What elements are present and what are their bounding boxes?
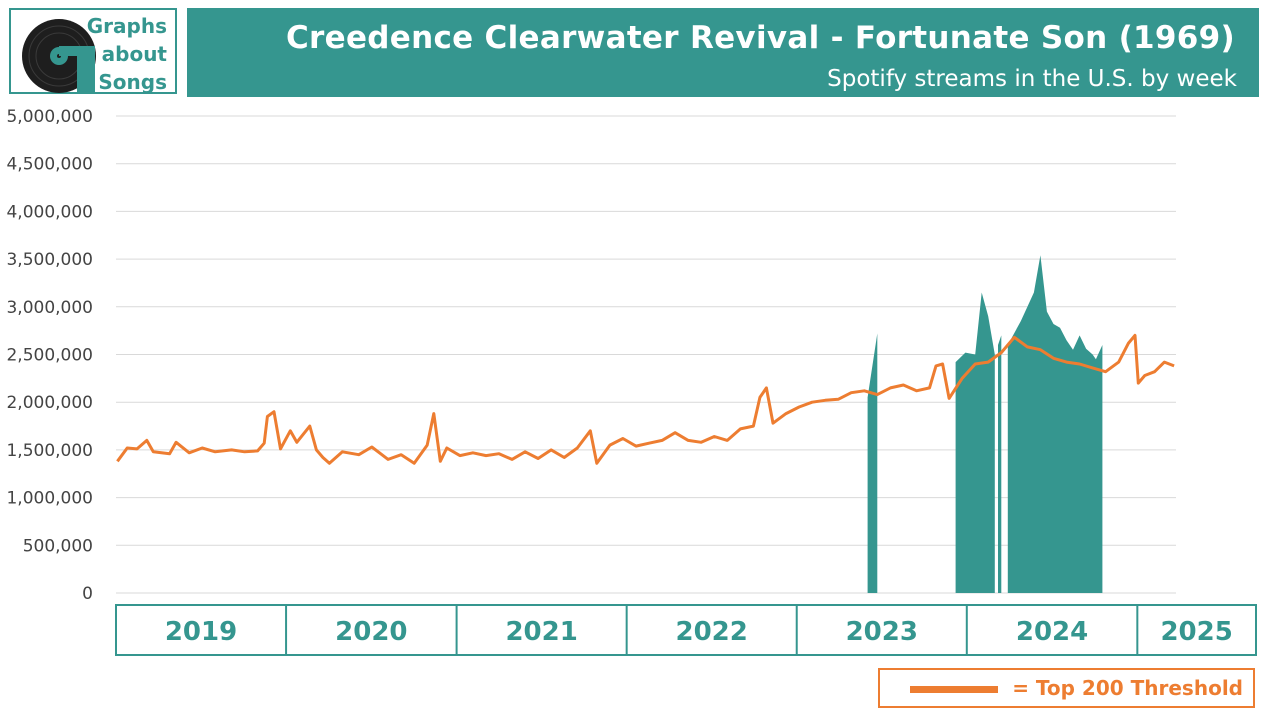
y-tick-label: 0 [82, 584, 93, 604]
threshold-line-layer [116, 333, 1175, 465]
x-year-label: 2019 [165, 617, 237, 647]
x-axis-years: 2019 2020 2021 2022 2023 2024 2025 [115, 604, 1257, 656]
y-axis-ticks: 5,000,000 4,500,000 4,000,000 3,500,000 3,00… [6, 107, 93, 604]
x-year-label: 2024 [1016, 617, 1088, 647]
y-tick-label: 3,000,000 [6, 298, 93, 318]
y-tick-label: 2,000,000 [6, 393, 93, 413]
chart-title: Creedence Clearwater Revival - Fortunate… [285, 20, 1235, 56]
logo-text-line3: Songs [98, 70, 167, 94]
x-year-label: 2025 [1160, 617, 1232, 647]
x-axis-box [115, 604, 1257, 656]
y-tick-label: 2,500,000 [6, 346, 93, 366]
y-tick-label: 4,500,000 [6, 155, 93, 175]
threshold-line [116, 333, 1175, 465]
legend-label: = Top 200 Threshold [1012, 676, 1243, 700]
y-tick-label: 3,500,000 [6, 250, 93, 270]
x-year-label: 2020 [335, 617, 407, 647]
y-tick-label: 1,500,000 [6, 441, 93, 461]
y-tick-label: 5,000,000 [6, 107, 93, 127]
top200-area-segment [867, 333, 878, 593]
top200-areas [867, 255, 1103, 594]
logo: Graphs about Songs [9, 8, 177, 94]
legend-line-swatch [910, 686, 998, 693]
vinyl-record-icon [22, 19, 96, 93]
top200-area-segment [1007, 255, 1103, 594]
y-tick-label: 500,000 [23, 536, 93, 556]
x-year-label: 2021 [505, 617, 577, 647]
y-tick-label: 1,000,000 [6, 489, 93, 509]
x-year-label: 2022 [676, 617, 748, 647]
top200-area-segment [998, 335, 1002, 593]
y-tick-label: 4,000,000 [6, 202, 93, 222]
legend: = Top 200 Threshold [878, 668, 1255, 708]
top200-area-segment [955, 292, 995, 593]
logo-text-line2: about [101, 42, 167, 66]
x-year-label: 2023 [846, 617, 918, 647]
streams-chart: 5,000,000 4,500,000 4,000,000 3,500,000 3,00… [6, 107, 1257, 656]
logo-text-line1: Graphs [86, 14, 167, 38]
chart-subtitle: Spotify streams in the U.S. by week [827, 66, 1237, 92]
title-banner: Creedence Clearwater Revival - Fortunate… [187, 8, 1259, 97]
